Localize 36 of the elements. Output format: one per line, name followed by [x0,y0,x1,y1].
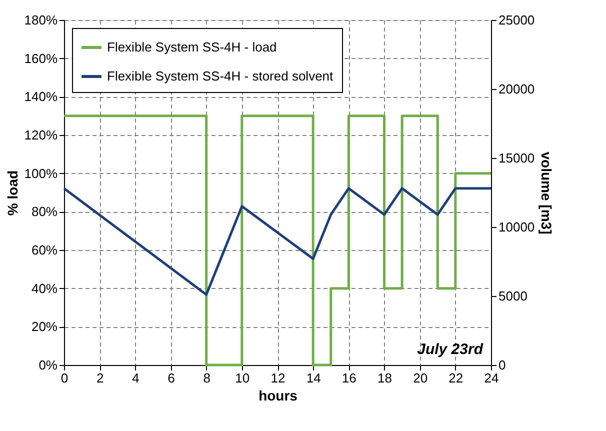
annotation: July 23rd [417,341,484,358]
y-tick-label: 40% [31,280,58,296]
x-tick-label: 18 [378,370,392,386]
y2-tick-label: 5000 [498,288,528,304]
x-tick-label: 4 [132,370,140,386]
y-tick-label: 100% [24,166,58,181]
y2-tick-label: 20000 [498,82,535,96]
line-series [62,187,492,296]
y-tick-label: 160% [24,50,58,66]
x-tick-label: 6 [168,370,175,386]
legend-label: Flexible System SS-4H - load [107,40,277,54]
y-tick-label: 80% [31,204,58,220]
x-tick-label: 24 [484,370,499,386]
y2-tick-label: 0 [498,358,506,372]
y2-axis-title: volume [m3] [538,152,555,234]
legend-label: Flexible System SS-4H - stored solvent [107,68,334,84]
x-tick-label: 0 [60,370,68,386]
x-tick-label: 2 [96,370,104,386]
y-tick-label: 0% [38,358,58,372]
x-tick-label: 14 [306,370,321,386]
y-tick-label: 180% [24,12,58,28]
x-tick-label: 20 [413,370,428,386]
y-tick-label: 20% [31,319,58,334]
y2-tick-label: 10000 [498,220,535,234]
y2-tick-label: 25000 [498,12,535,28]
y-tick-label: 60% [31,242,58,258]
x-tick-label: 16 [342,370,356,386]
x-tick-label: 8 [203,370,210,386]
y2-tick-label: 15000 [498,150,535,166]
y-tick-label: 120% [24,128,58,142]
y-axis-title: % load [4,170,20,216]
x-tick-label: 22 [448,370,464,386]
x-tick-label: 12 [270,370,286,386]
x-tick-label: 10 [235,370,250,386]
y-tick-label: 140% [24,89,58,104]
x-axis-title: hours [258,388,298,404]
